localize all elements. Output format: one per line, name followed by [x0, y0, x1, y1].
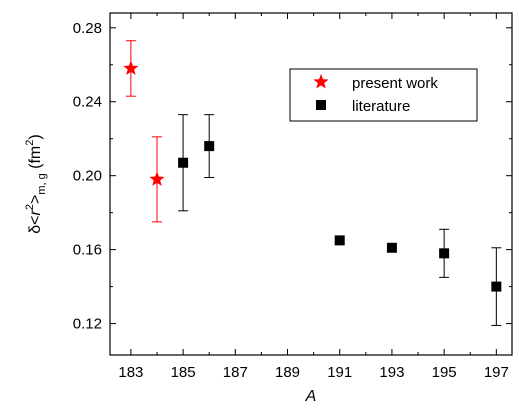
x-tick-label: 185 [171, 364, 196, 381]
data-point-star [123, 60, 139, 75]
data-point-star [149, 171, 165, 186]
axis-ticks [110, 13, 512, 355]
x-tick-label: 183 [118, 364, 143, 381]
x-tick-label: 191 [327, 364, 352, 381]
legend-star-icon [313, 74, 329, 89]
y-tick-label: 0.24 [73, 94, 102, 111]
y-tick-label: 0.16 [73, 242, 102, 259]
y-label-sup: 2 [24, 204, 36, 210]
data-point-square [491, 281, 502, 292]
data-point-square [204, 141, 215, 152]
legend-label-present-work: present work [352, 75, 438, 92]
x-tick-label: 193 [379, 364, 404, 381]
axis-tick-labels: 183 185 187 189 191 193 195 197 0.12 0.16 0.20 0.24… [73, 20, 509, 381]
y-label-prefix: δ< [27, 215, 44, 233]
legend-square-icon [316, 100, 326, 110]
y-label-unit-close: ) [27, 134, 44, 139]
y-tick-label: 0.20 [73, 168, 102, 185]
data-point-square [439, 248, 450, 259]
plot-frame [109, 12, 513, 356]
y-label-r: r [27, 209, 44, 215]
x-tick-label: 189 [275, 364, 300, 381]
data-point-square [386, 242, 397, 253]
data-points [123, 60, 502, 292]
x-tick-label: 197 [484, 364, 509, 381]
y-label-close: > [27, 195, 44, 204]
legend-label-literature: literature [352, 98, 410, 115]
data-point-square [334, 235, 345, 246]
data-point-square [178, 157, 189, 168]
y-label-unit-open: (fm [27, 146, 44, 174]
y-label-sub: m, g [36, 173, 48, 194]
x-axis-label: A [305, 388, 317, 405]
x-tick-label: 187 [223, 364, 248, 381]
y-tick-label: 0.28 [73, 20, 102, 37]
y-tick-label: 0.12 [73, 316, 102, 333]
x-tick-label: 195 [432, 364, 457, 381]
y-axis-label: δ<r2>m, g (fm2) [24, 134, 48, 233]
legend: present work literature [289, 68, 478, 122]
y-label-unit-sup: 2 [24, 140, 36, 146]
